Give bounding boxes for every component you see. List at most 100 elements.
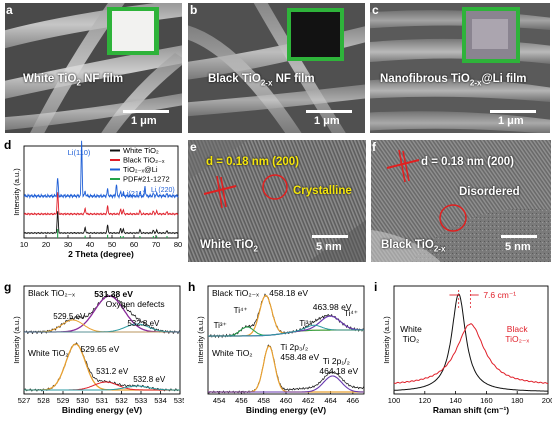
xrd-xtick-label: 50 [108, 240, 116, 249]
raman-shift-annotation: 7.6 cm⁻¹ [483, 290, 516, 300]
o1s-xtick-label: 531 [96, 396, 109, 405]
o1s-ylabel: Intensity (a.u.) [12, 316, 21, 364]
panel-b-sem: Black TiO2-x NF film 1 μm [188, 3, 365, 133]
panel-h-letter: h [188, 280, 196, 294]
ti2p-xtick-label: 454 [213, 396, 226, 405]
xrd-line-white-tio2 [23, 211, 179, 235]
o1s-xtick-label: 528 [37, 396, 50, 405]
panel-f-scale-bar [501, 235, 537, 238]
panel-f-scale-label: 5 nm [505, 241, 531, 253]
xrd-xtick-label: 30 [64, 240, 72, 249]
panel-e-d-spacing: d = 0.18 nm (200) [206, 156, 299, 168]
xrd-xtick-label: 80 [174, 240, 182, 249]
panel-a-sem: White TiO2 NF film 1 μm [5, 3, 182, 133]
raman-xtick-label: 120 [419, 396, 432, 405]
panel-e-scale-bar [312, 235, 348, 238]
panel-f-lattice-marker [386, 149, 420, 183]
xrd-annotation-li220: Li (220) [151, 187, 175, 194]
o1s-xlabel: Binding energy (eV) [62, 405, 142, 415]
o1s-label-532-8-top: 532.8 eV [127, 319, 160, 328]
o1s-label-531-38: 531.38 eV [94, 289, 133, 299]
ti2p-xtick-label: 466 [347, 396, 360, 405]
o1s-xtick-label: 527 [18, 396, 31, 405]
o1s-xtick-label: 532 [115, 396, 128, 405]
xrd-ylabel: Intensity (a.u.) [12, 168, 21, 216]
o1s-label-531-2: 531.2 eV [96, 367, 129, 376]
ti2p-xtick-label: 464 [324, 396, 337, 405]
raman-plot-frame [393, 285, 549, 395]
panel-b-scale-label: 1 μm [314, 115, 340, 127]
xrd-line-tio2x-li [23, 140, 179, 200]
panel-f-tem: d = 0.18 nm (200) Disordered Black TiO2-… [371, 140, 551, 262]
panel-f-region-circle [439, 204, 467, 232]
xrd-xtick-label: 10 [20, 240, 28, 249]
ti2p-label-458-48: 458.48 eV [280, 352, 319, 362]
raman-label-white-line1: White [400, 324, 422, 334]
panel-f-sample: Black TiO2-x [381, 239, 446, 254]
panel-b-caption: Black TiO2-x NF film [208, 73, 315, 88]
black-film-photo [291, 12, 340, 57]
ti2p-top-ti3-peak [208, 326, 364, 337]
panel-e-lattice-marker [203, 175, 237, 209]
panel-f-letter: f [372, 140, 376, 154]
ti2p-label-ti3-b: Ti³⁺ [299, 319, 312, 328]
ti2p-top-raw [207, 293, 365, 339]
raman-label-black-line1: Black [507, 324, 529, 334]
panel-e-scale-label: 5 nm [316, 241, 342, 253]
panel-f-d-spacing: d = 0.18 nm (200) [421, 156, 514, 168]
ti2p-label-ti4-a: Ti⁴⁺ [234, 306, 248, 315]
ti2p-xtick-label: 460 [280, 396, 293, 405]
panel-a-scale-bar [123, 110, 169, 113]
ti2p-ylabel: Intensity (a.u.) [196, 316, 205, 364]
panel-b-scale-bar [306, 110, 352, 113]
ti2p-bottom-2p12-peak [208, 375, 364, 393]
xrd-legend-entry: Black TiO₂₋ₓ [123, 156, 165, 165]
panel-e-tem: d = 0.18 nm (200) Crystalline White TiO2… [188, 140, 366, 262]
o1s-label-529-5: 529.5 eV [53, 312, 86, 321]
ti2p-label-ti2p12: Ti 2p₁/₂ [323, 356, 350, 366]
xrd-annotation-li110: Li(110) [68, 148, 91, 157]
panel-a-caption: White TiO2 NF film [23, 73, 124, 88]
o1s-label-oxygen-defects: Oxygen defects [106, 299, 165, 309]
ti2p-label-ti3-a: Ti³⁺ [214, 321, 227, 330]
panel-d-xrd-chart: 10 20 30 40 50 60 70 80 2 Theta (degree) Intensit… [12, 140, 182, 259]
panel-e-sample: White TiO2 [200, 239, 258, 254]
xrd-annotation-li211: Li(211) [122, 189, 145, 198]
xrd-xtick-label: 60 [130, 240, 138, 249]
ti2p-xtick-label: 462 [302, 396, 315, 405]
raman-line-black-tio2x [393, 323, 548, 384]
ti2p-label-464-18: 464.18 eV [319, 366, 358, 376]
panel-c-fibers [370, 3, 550, 133]
o1s-label-532-8-bottom: 532.8 eV [133, 375, 166, 384]
o1s-xtick-label: 530 [76, 396, 89, 405]
o1s-label-529-65: 529.65 eV [81, 344, 120, 354]
ti2p-xtick-label: 456 [235, 396, 248, 405]
o1s-bottom-hydroxyl-peak [24, 385, 180, 391]
panel-g-letter: g [4, 280, 12, 294]
xrd-xtick-label: 70 [152, 240, 160, 249]
xrd-line-black-tio2x [23, 192, 179, 216]
panel-c-scale-label: 1 μm [498, 115, 524, 127]
panel-c-letter: c [372, 3, 379, 17]
panel-e-region-circle [262, 174, 288, 200]
raman-line-white-tio2 [394, 293, 548, 392]
ti2p-xtick-label: 458 [257, 396, 270, 405]
raman-label-black-line2: TiO₂₋ₓ [505, 334, 529, 344]
panel-a-scale-label: 1 μm [131, 115, 157, 127]
panel-f-phase: Disordered [459, 186, 520, 198]
raman-xtick-label: 100 [388, 396, 401, 405]
panel-b-inset-photo [287, 8, 344, 61]
o1s-xtick-label: 529 [57, 396, 70, 405]
o1s-series-label-white: White TiO₂ [28, 348, 69, 358]
ti2p-series-label-black: Black TiO₂₋ₓ [212, 288, 259, 298]
raman-xtick-label: 160 [480, 396, 493, 405]
raman-xtick-label: 140 [449, 396, 462, 405]
xrd-xlabel: 2 Theta (degree) [68, 249, 134, 259]
panel-e-phase: Crystalline [293, 185, 352, 197]
xrd-xtick-label: 40 [86, 240, 94, 249]
xrd-legend-entry: TiO₂₋ₓ@Li [123, 165, 158, 174]
ti2p-label-463-98: 463.98 eV [313, 302, 352, 312]
panel-e-letter: e [190, 140, 197, 154]
raman-label-white-line2: TiO₂ [403, 334, 420, 344]
panel-g-o1s-chart: 527 528 529 530 531 532 533 534 535 Binding energ… [12, 285, 184, 415]
